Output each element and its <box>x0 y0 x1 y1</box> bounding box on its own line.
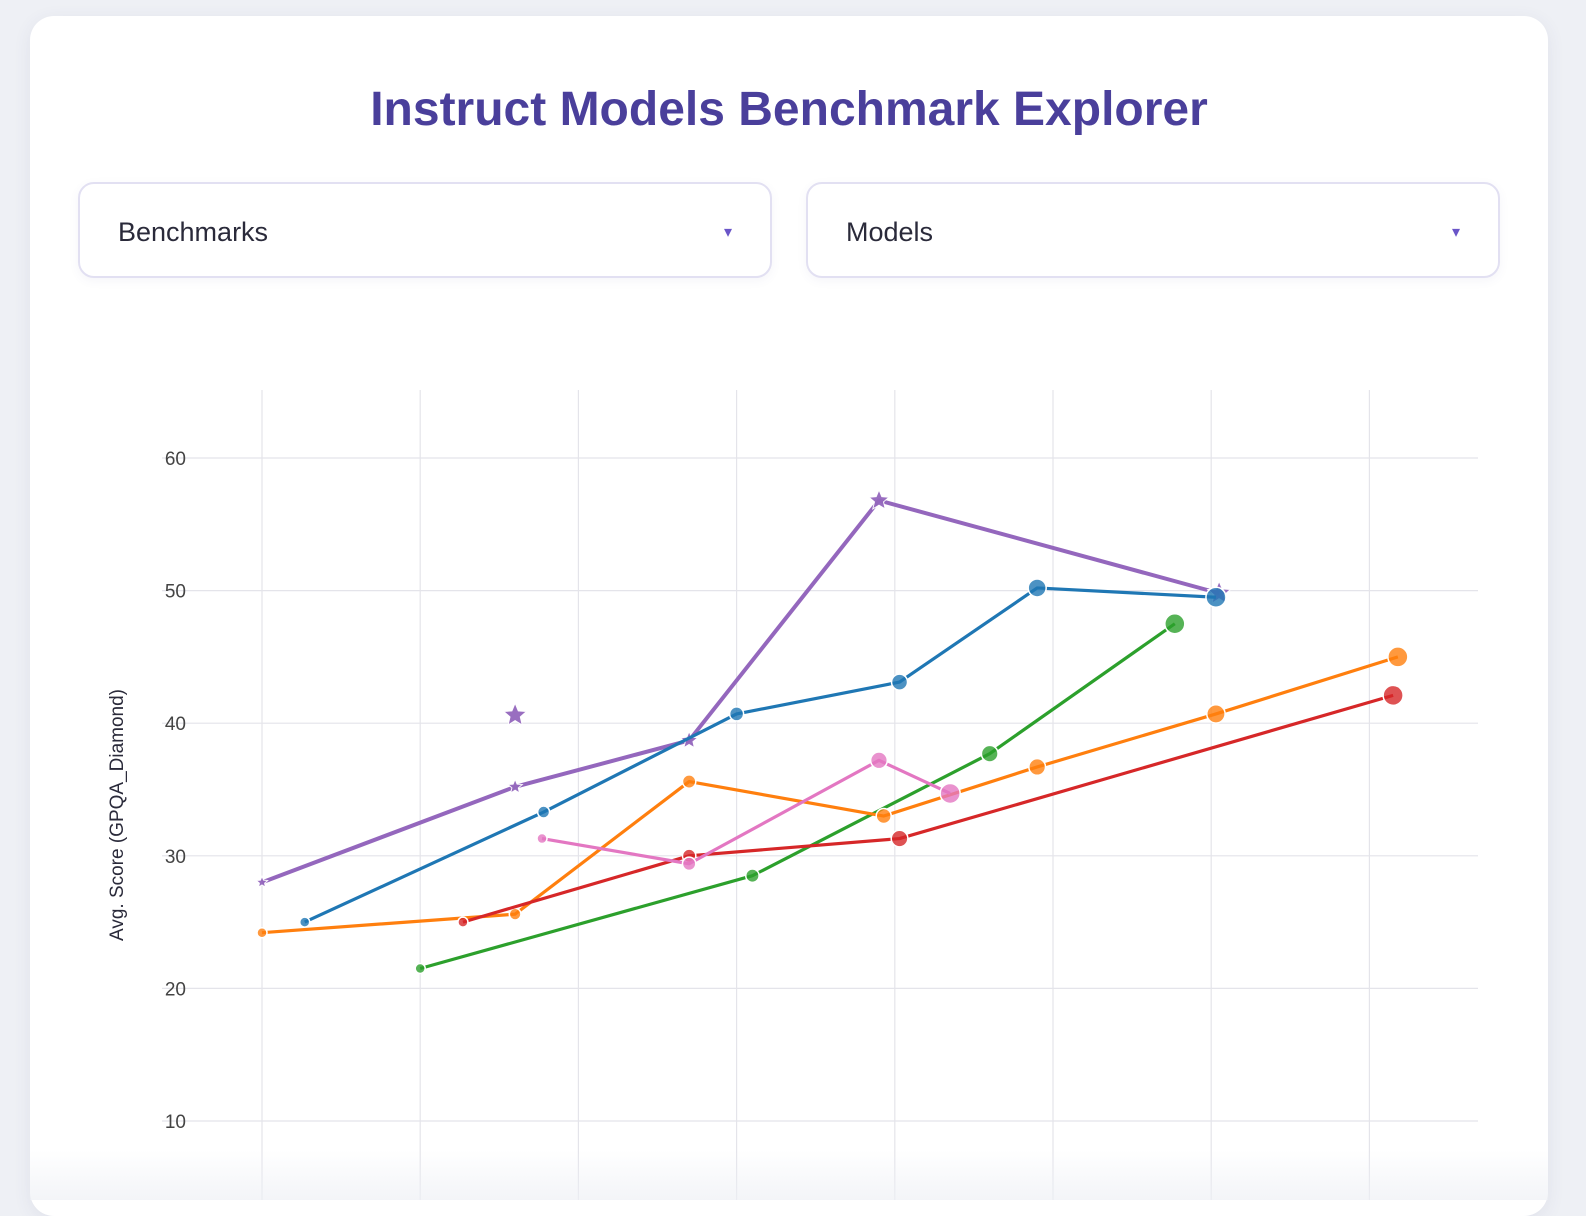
series-line <box>261 655 1399 935</box>
series-line <box>541 758 951 866</box>
data-point[interactable] <box>728 706 745 722</box>
data-point[interactable] <box>298 916 311 928</box>
data-point[interactable] <box>745 868 760 884</box>
models-dropdown-label: Models <box>846 217 934 247</box>
data-point[interactable] <box>869 751 889 770</box>
data-point[interactable] <box>256 926 268 939</box>
data-point[interactable] <box>1387 646 1409 668</box>
data-point[interactable] <box>939 782 961 805</box>
series-line <box>462 693 1394 924</box>
axis-layer: 10 20 30 40 50 60 <box>165 449 186 1133</box>
data-point[interactable] <box>414 962 426 975</box>
series-5 <box>536 751 961 872</box>
grid-layer <box>162 390 1478 1200</box>
series-3 <box>256 646 1409 939</box>
chevron-down-icon: ▾ <box>723 224 732 241</box>
y-axis-label: Avg. Score (GPQA_Diamond) <box>107 689 128 941</box>
data-point[interactable] <box>536 805 551 819</box>
data-point[interactable] <box>457 916 469 928</box>
data-point[interactable] <box>1205 586 1227 608</box>
benchmarks-dropdown-label: Benchmarks <box>118 217 269 247</box>
series-line <box>261 498 1220 885</box>
data-point[interactable] <box>1382 684 1404 707</box>
data-point-star[interactable] <box>502 701 528 727</box>
data-point-star[interactable] <box>506 777 524 794</box>
y-tick-label: 10 <box>165 1112 186 1133</box>
benchmarks-dropdown[interactable]: Benchmarks ▾ <box>78 182 772 278</box>
series-6 <box>502 701 528 727</box>
data-point[interactable] <box>1206 704 1226 724</box>
data-point[interactable] <box>536 832 548 845</box>
data-point[interactable] <box>508 907 522 921</box>
main-card: Instruct Models Benchmark Explorer Bench… <box>30 16 1548 1216</box>
data-point[interactable] <box>875 807 892 825</box>
data-point-star[interactable] <box>255 875 269 889</box>
y-tick-label: 20 <box>165 979 186 1000</box>
data-point[interactable] <box>681 774 697 789</box>
data-point[interactable] <box>681 856 697 872</box>
data-point[interactable] <box>890 829 909 848</box>
chevron-down-icon: ▾ <box>1451 224 1460 241</box>
data-point[interactable] <box>980 744 999 763</box>
models-dropdown[interactable]: Models ▾ <box>806 182 1500 278</box>
series-layer <box>255 488 1409 975</box>
series-line <box>419 622 1176 971</box>
y-tick-label: 60 <box>165 449 186 470</box>
y-tick-label: 40 <box>165 714 186 735</box>
page-title: Instruct Models Benchmark Explorer <box>370 83 1208 136</box>
series-2 <box>414 613 1186 975</box>
data-point[interactable] <box>1164 613 1186 635</box>
data-point[interactable] <box>1028 757 1047 777</box>
series-line <box>304 586 1217 924</box>
series-1 <box>298 578 1227 928</box>
y-tick-label: 30 <box>165 847 186 868</box>
series-4 <box>457 684 1404 928</box>
data-point[interactable] <box>1027 578 1047 598</box>
data-point-star[interactable] <box>867 488 891 510</box>
y-tick-label: 50 <box>165 582 186 603</box>
data-point[interactable] <box>890 673 909 691</box>
